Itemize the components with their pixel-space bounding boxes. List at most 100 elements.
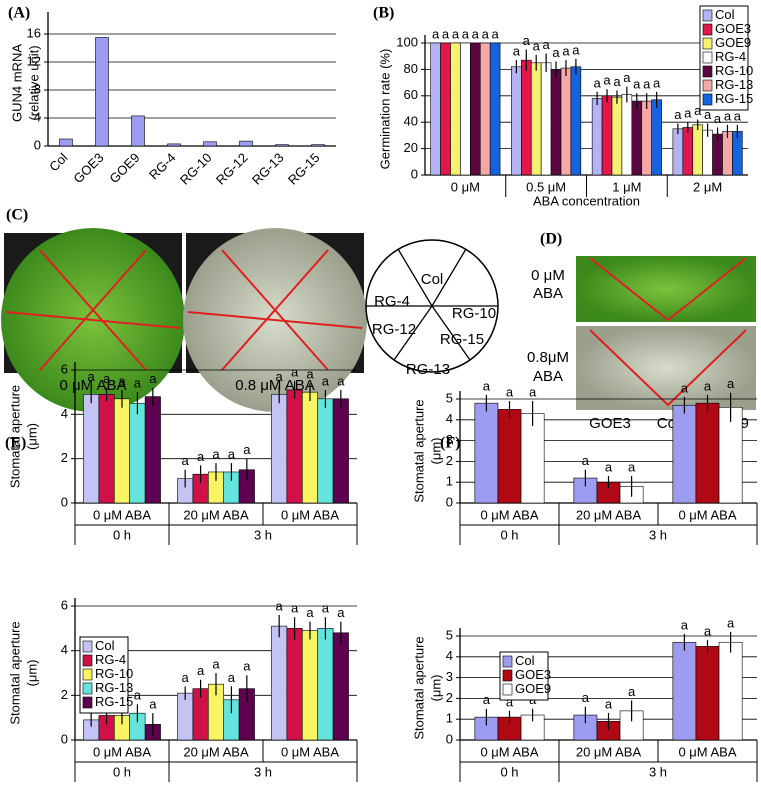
panel-label: (C) xyxy=(6,207,28,224)
bar xyxy=(672,641,697,741)
panel-d: (D) 0 μM ABA 0.8μM ABA GOE3 Col GOE9 xyxy=(527,231,756,432)
x-tick-label: 20 μM ABA xyxy=(576,744,642,759)
caption: 0 μM ABA xyxy=(59,377,126,394)
y-tick-label: 6 xyxy=(61,597,68,612)
photo xyxy=(576,256,756,322)
bar xyxy=(113,398,131,504)
significance-label: a xyxy=(228,670,236,685)
legend-label: RG-15 xyxy=(95,694,133,709)
significance-label: a xyxy=(572,42,580,57)
bar xyxy=(695,402,720,504)
significance-label: a xyxy=(727,615,735,630)
significance-label: a xyxy=(523,33,531,48)
bar xyxy=(460,42,471,176)
significance-label: a xyxy=(724,108,732,123)
y-tick-label: 4 xyxy=(61,642,68,657)
y-tick-label: 20 xyxy=(404,140,418,155)
significance-label: a xyxy=(628,684,636,699)
x-tick-label: 0 μM ABA xyxy=(93,744,151,759)
y-tick-label: 5 xyxy=(446,390,453,405)
bar xyxy=(144,396,161,504)
significance-label: a xyxy=(212,656,220,671)
panel-label: (E) xyxy=(5,435,26,452)
legend-label: RG-13 xyxy=(715,77,753,92)
row-label: 0.8μM xyxy=(527,349,569,366)
plate-dividers xyxy=(187,249,363,371)
significance-label: a xyxy=(291,365,299,380)
significance-label: a xyxy=(714,111,722,126)
significance-label: a xyxy=(704,624,712,639)
y-axis-label: Stomatal aperture xyxy=(7,385,22,488)
x-tick-label: 0 μM ABA xyxy=(678,507,736,522)
significance-label: a xyxy=(482,26,490,41)
bar xyxy=(550,69,562,176)
bar xyxy=(332,398,349,504)
significance-label: a xyxy=(613,74,621,89)
y-axis-label: (relative unit) xyxy=(26,45,41,120)
significance-label: a xyxy=(681,617,689,632)
significance-label: a xyxy=(243,442,251,457)
x-tick-label: 0 μM xyxy=(451,179,480,194)
y-axis-label: Stomatal aperture xyxy=(7,621,22,724)
y-tick-label: 2 xyxy=(446,690,453,705)
significance-label: a xyxy=(291,601,299,616)
bar xyxy=(672,128,684,176)
y-tick-label: 12 xyxy=(27,53,41,68)
divider xyxy=(589,257,747,322)
legend-label: RG-4 xyxy=(715,49,746,64)
y-tick-label: 80 xyxy=(404,61,418,76)
x-tick-label: 0 μM ABA xyxy=(281,507,339,522)
panel-label: (D) xyxy=(540,231,562,248)
bar xyxy=(601,95,613,176)
x-tick-label: 20 μM ABA xyxy=(183,507,249,522)
bar xyxy=(474,402,499,504)
bar xyxy=(203,141,217,147)
y-tick-label: 4 xyxy=(446,411,453,426)
y-tick-label: 0 xyxy=(411,166,418,181)
significance-label: a xyxy=(103,371,111,386)
x-tick-label: 20 μM ABA xyxy=(183,744,249,759)
bar xyxy=(95,37,109,147)
significance-label: a xyxy=(306,367,314,382)
bar xyxy=(718,641,743,741)
y-tick-label: 100 xyxy=(396,34,418,49)
significance-label: a xyxy=(322,373,330,388)
bar xyxy=(83,394,100,504)
y-tick-label: 4 xyxy=(61,406,68,421)
bar xyxy=(511,66,522,176)
x-group-label: 3 h xyxy=(649,764,667,779)
legend-label: Col xyxy=(515,653,535,668)
significance-label: a xyxy=(653,75,661,90)
y-tick-label: 0 xyxy=(61,731,68,746)
x-group-label: 3 h xyxy=(649,527,667,542)
bar xyxy=(430,42,441,176)
significance-label: a xyxy=(306,605,314,620)
bar xyxy=(286,628,303,741)
bar xyxy=(450,42,461,176)
legend-label: RG-10 xyxy=(715,63,753,78)
legend-swatch xyxy=(502,655,513,668)
significance-label: a xyxy=(506,385,514,400)
y-axis-label: GUN4 mRNA xyxy=(9,44,24,122)
bar xyxy=(167,143,181,147)
y-tick-label: 2 xyxy=(61,687,68,702)
y-tick-label: 3 xyxy=(446,432,453,447)
bar xyxy=(239,140,253,147)
diagram-label: RG-10 xyxy=(452,305,496,322)
x-tick-label: 0 μM ABA xyxy=(678,744,736,759)
y-tick-label: 0 xyxy=(446,731,453,746)
significance-label: a xyxy=(228,447,236,462)
significance-label: a xyxy=(197,663,205,678)
significance-label: a xyxy=(432,26,440,41)
legend-label: RG-15 xyxy=(715,91,753,106)
bar xyxy=(98,394,115,504)
legend-label: GOE9 xyxy=(715,35,751,50)
significance-label: a xyxy=(182,453,190,468)
significance-label: a xyxy=(182,670,190,685)
bar xyxy=(489,42,501,176)
legend-swatch xyxy=(702,37,713,50)
x-tick-label: 0.5 μM xyxy=(526,179,566,194)
significance-label: a xyxy=(562,44,570,59)
significance-label: a xyxy=(149,371,157,386)
bar xyxy=(317,628,334,741)
